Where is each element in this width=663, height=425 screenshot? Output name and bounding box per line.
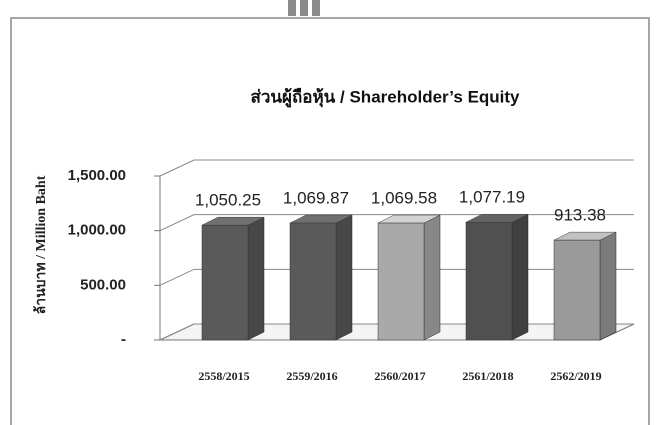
data-label: 913.38 — [554, 206, 606, 225]
data-label: 1,077.19 — [459, 188, 525, 207]
x-tick-label: 2560/2017 — [374, 369, 425, 383]
bar — [201, 224, 249, 341]
y-tick-label: - — [121, 331, 126, 348]
top-icon — [288, 0, 320, 16]
bar — [553, 239, 601, 341]
bar-side — [423, 214, 441, 341]
data-label: 1,069.58 — [371, 189, 437, 208]
data-label: 1,050.25 — [195, 191, 261, 210]
x-tick-label: 2561/2018 — [462, 369, 513, 383]
bar — [377, 222, 425, 341]
x-tick-label: 2559/2016 — [286, 369, 337, 383]
y-tick-label: 500.00 — [80, 276, 126, 293]
bar — [289, 222, 337, 341]
bar-side — [247, 216, 265, 341]
y-tick-label: 1,500.00 — [68, 167, 126, 184]
x-tick-label: 2562/2019 — [550, 369, 601, 383]
bar-side — [335, 214, 353, 341]
grid-line — [159, 159, 634, 177]
bar-side — [599, 231, 617, 341]
bar-side — [511, 213, 529, 341]
data-label: 1,069.87 — [283, 189, 349, 208]
y-tick-label: 1,000.00 — [68, 222, 126, 239]
y-axis-label: ล้านบาท / Million Baht — [33, 175, 49, 314]
bar — [465, 221, 513, 341]
x-tick-label: 2558/2015 — [198, 369, 249, 383]
chart-title: ส่วนผู้ถือหุ้น / Shareholder’s Equity — [250, 86, 520, 108]
